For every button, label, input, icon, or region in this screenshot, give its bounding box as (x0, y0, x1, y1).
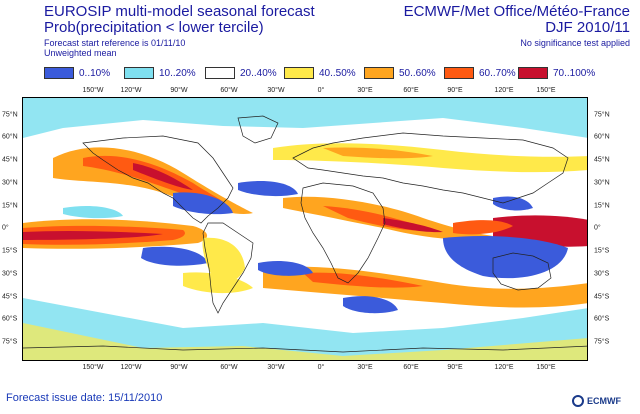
lat-label-left: 0° (2, 225, 9, 232)
legend-swatch (364, 67, 394, 79)
legend-label: 60..70% (479, 68, 516, 79)
lon-label: 60°E (403, 87, 418, 94)
lat-label-right: 15°N (594, 203, 610, 210)
forecast-map (22, 97, 588, 361)
lat-label-right: 75°S (594, 339, 609, 346)
legend-swatch (44, 67, 74, 79)
lat-label-left: 15°S (2, 248, 17, 255)
legend-swatch (444, 67, 474, 79)
legend-item: 20..40% (205, 66, 277, 80)
lon-label: 60°W (220, 364, 237, 371)
ecmwf-logo-icon (572, 395, 584, 407)
lat-label-left: 15°N (2, 203, 18, 210)
lat-label-left: 60°N (2, 134, 18, 141)
lat-label-left: 30°S (2, 271, 17, 278)
lat-label-left: 45°N (2, 157, 18, 164)
lat-label-left: 30°N (2, 180, 18, 187)
lat-label-right: 45°N (594, 157, 610, 164)
subtitle-line1: Forecast start reference is 01/11/10 (44, 38, 185, 48)
header-right-line3: No significance test applied (520, 38, 630, 48)
legend-item: 40..50% (284, 66, 356, 80)
lon-label: 90°E (447, 364, 462, 371)
lat-label-right: 30°S (594, 271, 609, 278)
lon-label: 30°E (357, 87, 372, 94)
lat-label-left: 75°N (2, 112, 18, 119)
header-right-line2: DJF 2010/11 (545, 20, 630, 36)
lon-label: 90°W (170, 364, 187, 371)
lon-label: 150°W (82, 364, 103, 371)
legend-item: 60..70% (444, 66, 516, 80)
lon-label: 90°W (170, 87, 187, 94)
legend-label: 20..40% (240, 68, 277, 79)
lon-label: 150°E (536, 364, 555, 371)
header-right-line1: ECMWF/Met Office/Météo-France (404, 4, 630, 20)
lon-label: 30°W (267, 87, 284, 94)
lon-label: 60°E (403, 364, 418, 371)
lon-label: 150°W (82, 87, 103, 94)
legend-label: 0..10% (79, 68, 110, 79)
lat-label-left: 75°S (2, 339, 17, 346)
lon-label: 0° (318, 364, 325, 371)
legend-swatch (205, 67, 235, 79)
legend-item: 50..60% (364, 66, 436, 80)
legend-label: 10..20% (159, 68, 196, 79)
lon-label: 90°E (447, 87, 462, 94)
lat-label-left: 45°S (2, 294, 17, 301)
lon-label: 120°E (494, 364, 513, 371)
title-line1: EUROSIP multi-model seasonal forecast (44, 4, 315, 20)
ecmwf-logo: ECMWF (572, 395, 621, 407)
legend-label: 40..50% (319, 68, 356, 79)
legend-label: 70..100% (553, 68, 595, 79)
lon-label: 30°W (267, 364, 284, 371)
lat-label-right: 60°S (594, 316, 609, 323)
legend-item: 10..20% (124, 66, 196, 80)
lon-label: 120°W (120, 87, 141, 94)
legend-swatch (124, 67, 154, 79)
lon-label: 150°E (536, 87, 555, 94)
lon-label: 120°E (494, 87, 513, 94)
lon-label: 60°W (220, 87, 237, 94)
lat-label-right: 0° (594, 225, 601, 232)
lat-label-right: 15°S (594, 248, 609, 255)
lon-label: 0° (318, 87, 325, 94)
title-line2: Prob(precipitation < lower tercile) (44, 20, 264, 36)
subtitle-line2: Unweighted mean (44, 48, 117, 58)
lat-label-right: 60°N (594, 134, 610, 141)
lon-label: 30°E (357, 364, 372, 371)
legend-item: 70..100% (518, 66, 595, 80)
legend-label: 50..60% (399, 68, 436, 79)
legend-item: 0..10% (44, 66, 110, 80)
lat-label-right: 75°N (594, 112, 610, 119)
legend-swatch (518, 67, 548, 79)
lat-label-right: 30°N (594, 180, 610, 187)
ecmwf-logo-text: ECMWF (587, 396, 621, 406)
lat-label-right: 45°S (594, 294, 609, 301)
lon-label: 120°W (120, 364, 141, 371)
lat-label-left: 60°S (2, 316, 17, 323)
forecast-issue-date: Forecast issue date: 15/11/2010 (6, 392, 162, 404)
legend-swatch (284, 67, 314, 79)
